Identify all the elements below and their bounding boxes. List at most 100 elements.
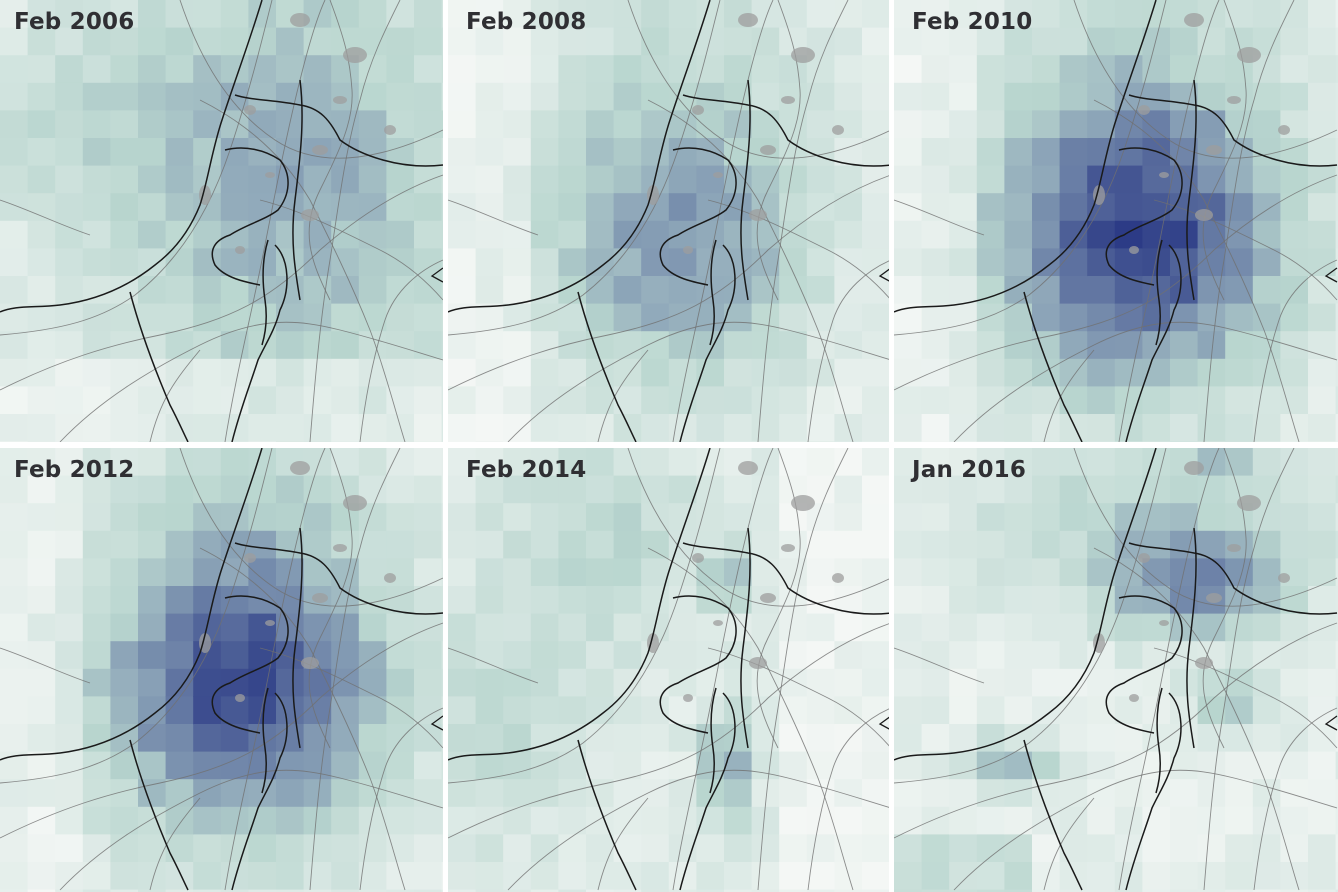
grid-cell [331,331,360,360]
grid-cell [110,0,139,29]
grid-cell [55,276,84,305]
grid-cell [921,193,950,222]
grid-cell [82,475,111,504]
grid-cell [441,276,443,305]
grid-cell [894,558,923,587]
grid-cell [475,558,504,587]
grid-cell [303,414,332,442]
grid-cell [921,641,950,670]
grid-cell [1032,586,1061,615]
grid-cell [862,358,889,387]
grid-cell [806,889,835,892]
grid-cell [976,503,1005,532]
grid-cell [386,276,415,305]
grid-cell [724,165,753,194]
grid-cell [806,696,835,725]
jordan-valley-line [292,527,303,749]
grid-cell [138,82,167,111]
grid-cell [1335,138,1338,167]
grid-cell [1308,0,1337,29]
grid-cell [248,806,277,835]
grid-cell [586,834,615,863]
grid-cell [779,82,808,111]
grid-cell [82,558,111,587]
border-lines [0,0,443,442]
grid-cell [834,448,863,477]
edge-marker [430,715,443,731]
grid-cell [0,889,29,892]
panel-title-2: Feb 2008 [466,9,587,35]
road [894,622,1338,839]
grid-cell [248,193,277,222]
grid-cell [55,834,84,863]
grid-cell [949,358,978,387]
grid-cell [55,668,84,697]
grid-cell [331,386,360,415]
grid-cell [949,724,978,753]
grid-cell [138,530,167,559]
grid-cell [1308,613,1337,642]
grid-cell [0,530,29,559]
grid-cell [0,586,29,615]
grid-cell [613,641,642,670]
grid-cell [55,82,84,111]
grid-cell [976,751,1005,780]
grid-cell [558,806,587,835]
grid-cell [862,82,889,111]
grid-cell [668,331,697,360]
grid-cell [1335,641,1338,670]
grid-cell [1308,751,1337,780]
road [894,647,985,684]
grid-cell [475,303,504,332]
grid-cell [1059,448,1088,477]
grid-cell [27,303,56,332]
grid-cell [668,193,697,222]
grid-cell [806,110,835,139]
grid-cell [668,724,697,753]
grid-cell [441,138,443,167]
grid-cell [475,220,504,249]
grid-cell [503,834,532,863]
grid-cell [1252,889,1281,892]
grid-cell [558,248,587,277]
grid-cell [586,779,615,808]
grid-cell [331,779,360,808]
road [1203,448,1295,891]
grid-cell [921,558,950,587]
road [309,0,401,442]
grid-cell [1335,165,1338,194]
grid-cell [475,27,504,56]
grid-cell [138,586,167,615]
grid-cell [894,806,923,835]
grid-cell [82,27,111,56]
grid-cell [1114,641,1143,670]
coastline [448,0,711,313]
grid-cell [475,889,504,892]
southern-border [1125,692,1182,891]
grid-cell [949,503,978,532]
grid-cell [668,55,697,84]
grid-cell [331,165,360,194]
grid-cell [110,503,139,532]
grid-cell [1308,834,1337,863]
grid-cell [475,503,504,532]
grid-cell [1308,414,1337,442]
grid-cell [220,806,249,835]
grid-cell [386,82,415,111]
grid-cell [303,724,332,753]
road [894,448,1167,784]
map-panel-3: Feb 2010 [894,0,1338,442]
grid-cell [1225,331,1254,360]
road [1118,0,1220,442]
grid-cell [1142,0,1171,29]
urban-area [1195,209,1213,221]
grid-cell [1004,889,1033,892]
grid-cell [475,138,504,167]
grid-cell [696,475,725,504]
grid-cell [976,806,1005,835]
grid-cell [834,358,863,387]
road [0,448,273,784]
grid-cell [921,358,950,387]
grid-cell [414,386,443,415]
grid-cell [55,165,84,194]
